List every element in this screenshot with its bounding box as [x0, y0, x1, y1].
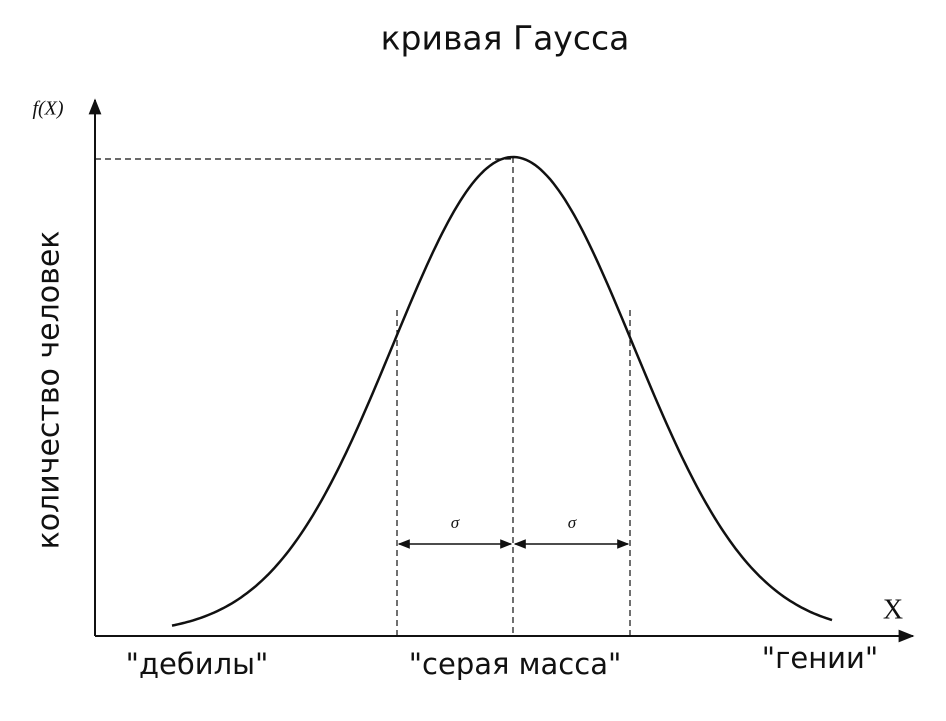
- y-axis-label: количество человек: [32, 231, 67, 550]
- title: кривая Гаусса: [381, 19, 630, 58]
- sigma-label: σ: [568, 513, 577, 532]
- region-label: "гении": [762, 641, 878, 675]
- y-axis-symbol: f(X): [32, 98, 63, 120]
- region-label: "серая масса": [409, 647, 622, 681]
- region-label: "дебилы": [126, 647, 269, 681]
- x-axis-symbol: X: [883, 594, 903, 625]
- sigma-label: σ: [451, 513, 460, 532]
- gauss-curve: [171, 155, 833, 627]
